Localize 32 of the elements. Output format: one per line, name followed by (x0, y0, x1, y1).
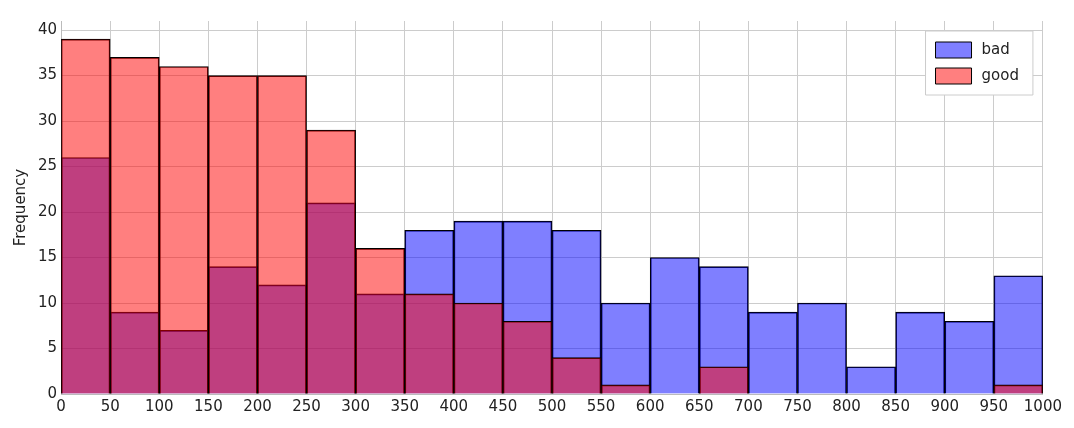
y-tick-label: 40 (37, 19, 58, 38)
x-tick-label: 850 (881, 396, 910, 415)
y-tick-label: 0 (47, 383, 58, 402)
x-tick-label: 100 (144, 396, 174, 415)
x-tick-label: 450 (488, 396, 518, 415)
x-tick-label: 50 (100, 396, 120, 415)
x-tick-label: 1000 (1023, 396, 1063, 415)
x-tick-label: 650 (684, 396, 714, 415)
y-tick-label: 30 (37, 110, 58, 129)
x-tick-label: 750 (783, 396, 812, 415)
y-tick-label: 20 (37, 201, 58, 220)
legend-label: bad (981, 39, 1010, 58)
y-tick-label: 5 (47, 338, 58, 357)
x-tick-label: 950 (979, 396, 1009, 415)
x-tick-label: 300 (341, 396, 370, 415)
x-tick-label: 150 (194, 396, 223, 415)
y-tick-label: 25 (37, 156, 58, 175)
x-tick-label: 550 (586, 396, 616, 415)
legend-label: good (981, 65, 1019, 84)
x-tick-label: 900 (930, 396, 960, 415)
y-tick-label: 10 (37, 292, 58, 311)
x-tick-label: 800 (832, 396, 861, 415)
x-tick-label: 400 (439, 396, 469, 415)
y-tick-label: 35 (37, 65, 58, 84)
y-axis-title: Frequency (10, 168, 29, 247)
x-tick-label: 200 (243, 396, 272, 415)
y-tick-label: 15 (37, 247, 58, 266)
x-tick-label: 600 (635, 396, 665, 415)
x-tick-label: 350 (390, 396, 420, 415)
x-tick-label: 500 (537, 396, 567, 415)
x-tick-label: 250 (292, 396, 321, 415)
x-tick-label: 700 (734, 396, 763, 415)
